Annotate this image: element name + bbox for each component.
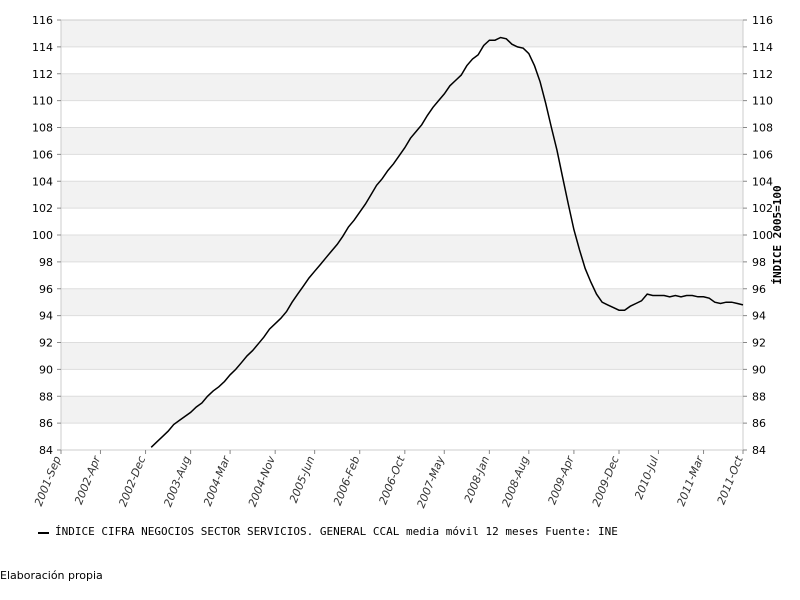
grid-band bbox=[61, 315, 743, 343]
legend-label: ÍNDICE CIFRA NEGOCIOS SECTOR SERVICIOS. … bbox=[55, 525, 618, 538]
grid-band bbox=[61, 235, 743, 262]
y-tick-label-left: 102 bbox=[32, 202, 53, 215]
y-tick-label-right: 100 bbox=[752, 229, 773, 242]
y-tick-label-left: 104 bbox=[32, 175, 53, 188]
x-tick-label: 2008-Aug bbox=[500, 454, 532, 508]
grid-band bbox=[61, 127, 743, 155]
y-tick-label-left: 94 bbox=[39, 310, 53, 323]
grid-band bbox=[61, 154, 743, 182]
y-tick-label-left: 106 bbox=[32, 148, 53, 161]
grid-band bbox=[61, 100, 743, 128]
y-tick-label-right: 86 bbox=[752, 417, 766, 430]
grid-band bbox=[61, 288, 743, 316]
y-tick-label-right: 102 bbox=[752, 202, 773, 215]
x-tick-label: 2001-Sep bbox=[32, 454, 64, 508]
y-tick-label-left: 112 bbox=[32, 68, 53, 81]
footer-note: Elaboración propia bbox=[0, 569, 103, 582]
y-tick-label-left: 98 bbox=[39, 256, 53, 269]
x-tick-label: 2002-Apr bbox=[72, 453, 104, 507]
y-tick-label-right: 94 bbox=[752, 310, 766, 323]
y-tick-label-left: 108 bbox=[32, 122, 53, 135]
y-tick-label-right: 106 bbox=[752, 148, 773, 161]
y-tick-label-right: 116 bbox=[752, 14, 773, 27]
grid-band bbox=[61, 261, 743, 289]
y-tick-label-right: 92 bbox=[752, 337, 766, 350]
x-tick-label: 2004-Nov bbox=[246, 454, 278, 509]
x-tick-label: 2010-Jul bbox=[632, 454, 661, 501]
y-tick-label-left: 84 bbox=[39, 444, 53, 457]
grid-band bbox=[61, 20, 743, 47]
y-tick-label-right: 88 bbox=[752, 390, 766, 403]
grid-band bbox=[61, 73, 743, 101]
y-tick-label-left: 116 bbox=[32, 14, 53, 27]
legend: ÍNDICE CIFRA NEGOCIOS SECTOR SERVICIOS. … bbox=[38, 525, 618, 538]
y-tick-label-right: 98 bbox=[752, 256, 766, 269]
x-tick-label: 2003-Aug bbox=[161, 454, 193, 508]
grid-band bbox=[61, 46, 743, 74]
grid-band bbox=[61, 396, 743, 424]
y-tick-label-left: 96 bbox=[39, 283, 53, 296]
x-tick-label: 2007-May bbox=[415, 454, 448, 510]
grid-band bbox=[61, 369, 743, 397]
x-tick-label: 2005-Jun bbox=[287, 454, 317, 504]
x-tick-label: 2009-Dec bbox=[590, 454, 622, 508]
x-tick-label: 2011-Oct bbox=[715, 454, 746, 507]
x-tick-label: 2008-Jan bbox=[462, 454, 492, 504]
y-tick-label-right: 114 bbox=[752, 41, 773, 54]
series-line bbox=[150, 36, 744, 448]
legend-swatch bbox=[38, 532, 49, 534]
x-tick-label: 2006-Oct bbox=[376, 454, 407, 507]
grid-band bbox=[61, 181, 743, 209]
y-tick-label-right: 110 bbox=[752, 95, 773, 108]
y-tick-label-left: 100 bbox=[32, 229, 53, 242]
y-tick-label-left: 110 bbox=[32, 95, 53, 108]
y-tick-label-left: 92 bbox=[39, 337, 53, 350]
y-tick-label-right: 104 bbox=[752, 175, 773, 188]
y-tick-label-left: 90 bbox=[39, 363, 53, 376]
y-tick-label-left: 88 bbox=[39, 390, 53, 403]
grid-band bbox=[61, 342, 743, 370]
y-tick-label-right: 96 bbox=[752, 283, 766, 296]
y-axis-left: 84 86 88 90 92 94 96 98 100 102 104 106 108 110 112 114… bbox=[32, 14, 61, 457]
grid-band bbox=[61, 423, 743, 450]
y-axis-right: 84 86 88 90 92 94 96 98 100 102 104 106 108 110 112 114… bbox=[743, 14, 773, 457]
y-tick-label-left: 114 bbox=[32, 41, 53, 54]
grid-band bbox=[61, 208, 743, 235]
y-axis-title: ÍNDICE 2005=100 bbox=[771, 185, 784, 284]
y-tick-label-right: 112 bbox=[752, 68, 773, 81]
y-tick-label-right: 108 bbox=[752, 122, 773, 135]
y-tick-label-left: 86 bbox=[39, 417, 53, 430]
x-axis: 2001-Sep 2002-Apr 2002-Dec 2003-Aug 2004-Mar… bbox=[32, 450, 746, 510]
x-tick-label: 2006-Feb bbox=[331, 454, 363, 507]
x-tick-label: 2011-Mar bbox=[675, 453, 707, 508]
y-tick-label-right: 90 bbox=[752, 363, 766, 376]
x-tick-label: 2004-Mar bbox=[201, 453, 233, 508]
y-tick-label-right: 84 bbox=[752, 444, 766, 457]
x-tick-label: 2002-Dec bbox=[116, 454, 148, 508]
x-tick-label: 2009-Apr bbox=[546, 453, 578, 507]
grid-bands bbox=[61, 20, 743, 450]
